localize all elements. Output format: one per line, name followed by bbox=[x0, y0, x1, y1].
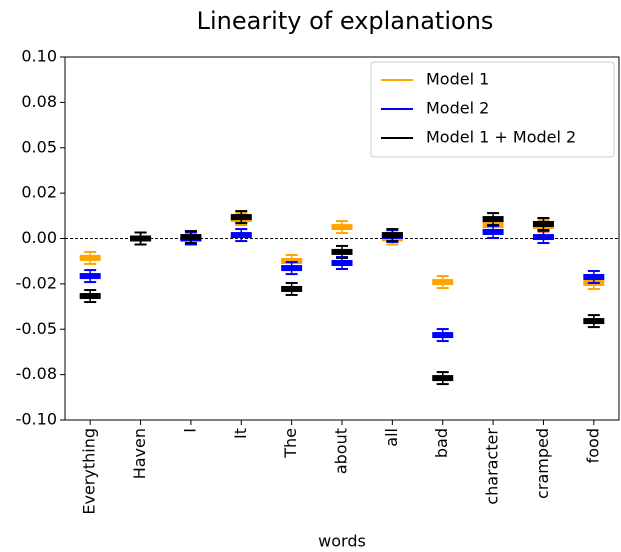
box bbox=[230, 214, 252, 221]
box bbox=[532, 220, 554, 227]
box bbox=[180, 234, 202, 241]
plot-frame bbox=[64, 56, 620, 421]
box bbox=[79, 273, 101, 280]
y-tick-label: -0.08 bbox=[16, 364, 57, 383]
legend-box bbox=[370, 61, 615, 158]
x-tick-label: Everything bbox=[80, 428, 99, 515]
box bbox=[79, 293, 101, 300]
box bbox=[331, 248, 353, 255]
box bbox=[281, 285, 303, 292]
box bbox=[130, 235, 152, 242]
x-axis-label: words bbox=[318, 532, 366, 551]
box bbox=[482, 216, 504, 223]
box bbox=[331, 260, 353, 267]
x-tick-label: all bbox=[382, 428, 401, 447]
y-tick-label: -0.05 bbox=[16, 319, 57, 338]
x-tick-label: Haven bbox=[130, 428, 149, 479]
x-tick-label: I bbox=[180, 428, 199, 433]
x-tick-label: character bbox=[483, 428, 502, 505]
box bbox=[432, 375, 454, 382]
box bbox=[532, 234, 554, 241]
legend-label: Model 2 bbox=[426, 99, 489, 118]
box bbox=[583, 273, 605, 280]
y-tick-label: 0.08 bbox=[21, 92, 57, 111]
y-tick-label: 0.05 bbox=[21, 137, 57, 156]
legend-label: Model 1 bbox=[426, 70, 489, 89]
box bbox=[79, 254, 101, 261]
y-tick-label: -0.10 bbox=[16, 410, 57, 429]
x-tick-label: food bbox=[583, 428, 602, 463]
box bbox=[281, 265, 303, 272]
y-tick-label: -0.02 bbox=[16, 273, 57, 292]
x-tick-label: bad bbox=[432, 428, 451, 458]
y-tick-label: 0.10 bbox=[21, 47, 57, 66]
x-tick-label: The bbox=[281, 428, 300, 459]
x-tick-label: cramped bbox=[533, 428, 552, 499]
box bbox=[432, 332, 454, 339]
box bbox=[331, 224, 353, 231]
y-tick-label: 0.02 bbox=[21, 183, 57, 202]
box bbox=[432, 279, 454, 286]
box bbox=[230, 232, 252, 239]
x-tick-label: about bbox=[332, 428, 351, 474]
box bbox=[482, 228, 504, 235]
x-tick-label: It bbox=[231, 428, 250, 439]
box bbox=[381, 232, 403, 239]
chart-title: Linearity of explanations bbox=[197, 7, 494, 35]
legend-label: Model 1 + Model 2 bbox=[426, 128, 576, 147]
y-tick-label: 0.00 bbox=[21, 228, 57, 247]
box bbox=[583, 318, 605, 325]
